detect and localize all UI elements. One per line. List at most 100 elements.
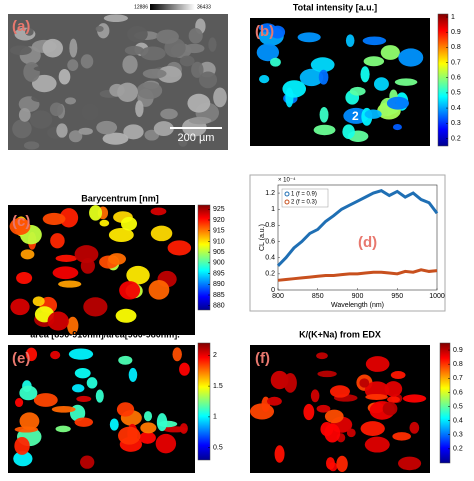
legend-entry: 1 (f = 0.9) [291, 192, 317, 198]
particle [392, 432, 411, 441]
particle [68, 130, 83, 143]
particle [329, 385, 350, 398]
x-tick-label: 850 [312, 293, 324, 300]
colorbar-tick-label: 900 [213, 260, 225, 267]
legend-swatch [284, 191, 290, 197]
colorbar-tick-label: 0.5 [453, 403, 463, 410]
particle [115, 308, 137, 323]
particle [47, 311, 69, 331]
particle [19, 385, 38, 401]
particle [89, 205, 103, 221]
particle [9, 217, 31, 236]
particle [365, 393, 388, 400]
particle [266, 396, 282, 406]
colorbar-tick-label: 0.9 [453, 347, 463, 354]
colorbar-tick-label: 910 [213, 238, 225, 245]
colorbar-tick-label: 920 [213, 217, 225, 224]
particle [140, 422, 157, 434]
particle [156, 413, 168, 432]
colorbar-tick-label: 0.8 [453, 361, 463, 368]
particle [58, 280, 82, 288]
particle [213, 87, 227, 108]
particle [156, 29, 179, 44]
particle [18, 107, 31, 122]
colorbar-tick-label: 895 [213, 270, 225, 277]
intensity-max: 36433 [197, 4, 211, 10]
particle [55, 254, 78, 262]
particle [23, 141, 40, 150]
particle [360, 421, 385, 436]
particle [80, 54, 94, 69]
particle [318, 69, 329, 85]
particle [319, 106, 329, 123]
particle [135, 100, 144, 118]
particle [124, 45, 144, 55]
particle [140, 46, 166, 61]
particle [50, 350, 61, 360]
particle [10, 298, 30, 316]
particle [123, 124, 144, 140]
colorbar-tick-label: 2 [213, 352, 217, 359]
particle [208, 37, 217, 52]
particle [336, 455, 348, 473]
particle [364, 436, 390, 453]
x-tick-label: 1000 [429, 293, 445, 300]
particle [139, 431, 156, 444]
y-tick-label: 0.8 [265, 222, 275, 229]
particle [157, 66, 182, 83]
map-e [8, 345, 195, 473]
particle [122, 55, 138, 74]
colorbar [439, 342, 451, 464]
particle [58, 69, 71, 85]
particle [108, 253, 126, 265]
particles [9, 14, 427, 473]
colorbar-tick-label: 0.8 [451, 44, 461, 51]
particle [74, 417, 94, 427]
particle [74, 245, 99, 264]
panel-label: (e) [12, 350, 30, 367]
particle [108, 227, 134, 242]
colorbar [197, 204, 211, 311]
particle [42, 212, 66, 225]
particle [59, 208, 79, 228]
y-axis-label: CL (a.u.) [259, 224, 266, 251]
particle [67, 59, 79, 71]
particle [402, 394, 427, 403]
particle [299, 68, 324, 87]
particle [326, 457, 335, 470]
particle [345, 34, 355, 47]
colorbar-tick-label: 880 [213, 303, 225, 310]
particle [360, 66, 370, 83]
particle [24, 27, 34, 36]
particle [274, 445, 285, 463]
particle [56, 123, 68, 138]
particle [14, 398, 24, 408]
series-line [276, 189, 439, 267]
particle [20, 249, 35, 260]
particle [69, 38, 78, 58]
colorbar-tick-label: 925 [213, 206, 225, 213]
particle [297, 32, 321, 43]
particle [172, 347, 182, 362]
particle [316, 404, 331, 413]
colorbar-tick-label: 1 [213, 414, 217, 421]
particle [13, 451, 33, 467]
colorbar-tick-label: 890 [213, 281, 225, 288]
particle [95, 389, 104, 403]
colorbar-tick-label: 915 [213, 228, 225, 235]
particle [310, 389, 320, 403]
particle [126, 265, 150, 285]
particle [316, 352, 328, 360]
particle [270, 57, 281, 67]
colorbar-tick-label: 0.2 [451, 135, 461, 142]
particle [128, 367, 138, 382]
particle [382, 401, 398, 416]
particle [179, 423, 188, 434]
particle [96, 120, 118, 135]
particle [55, 425, 71, 433]
particle [23, 61, 40, 82]
particle [384, 381, 403, 397]
particle [72, 384, 85, 393]
colorbar-tick-label: 0.9 [451, 29, 461, 36]
